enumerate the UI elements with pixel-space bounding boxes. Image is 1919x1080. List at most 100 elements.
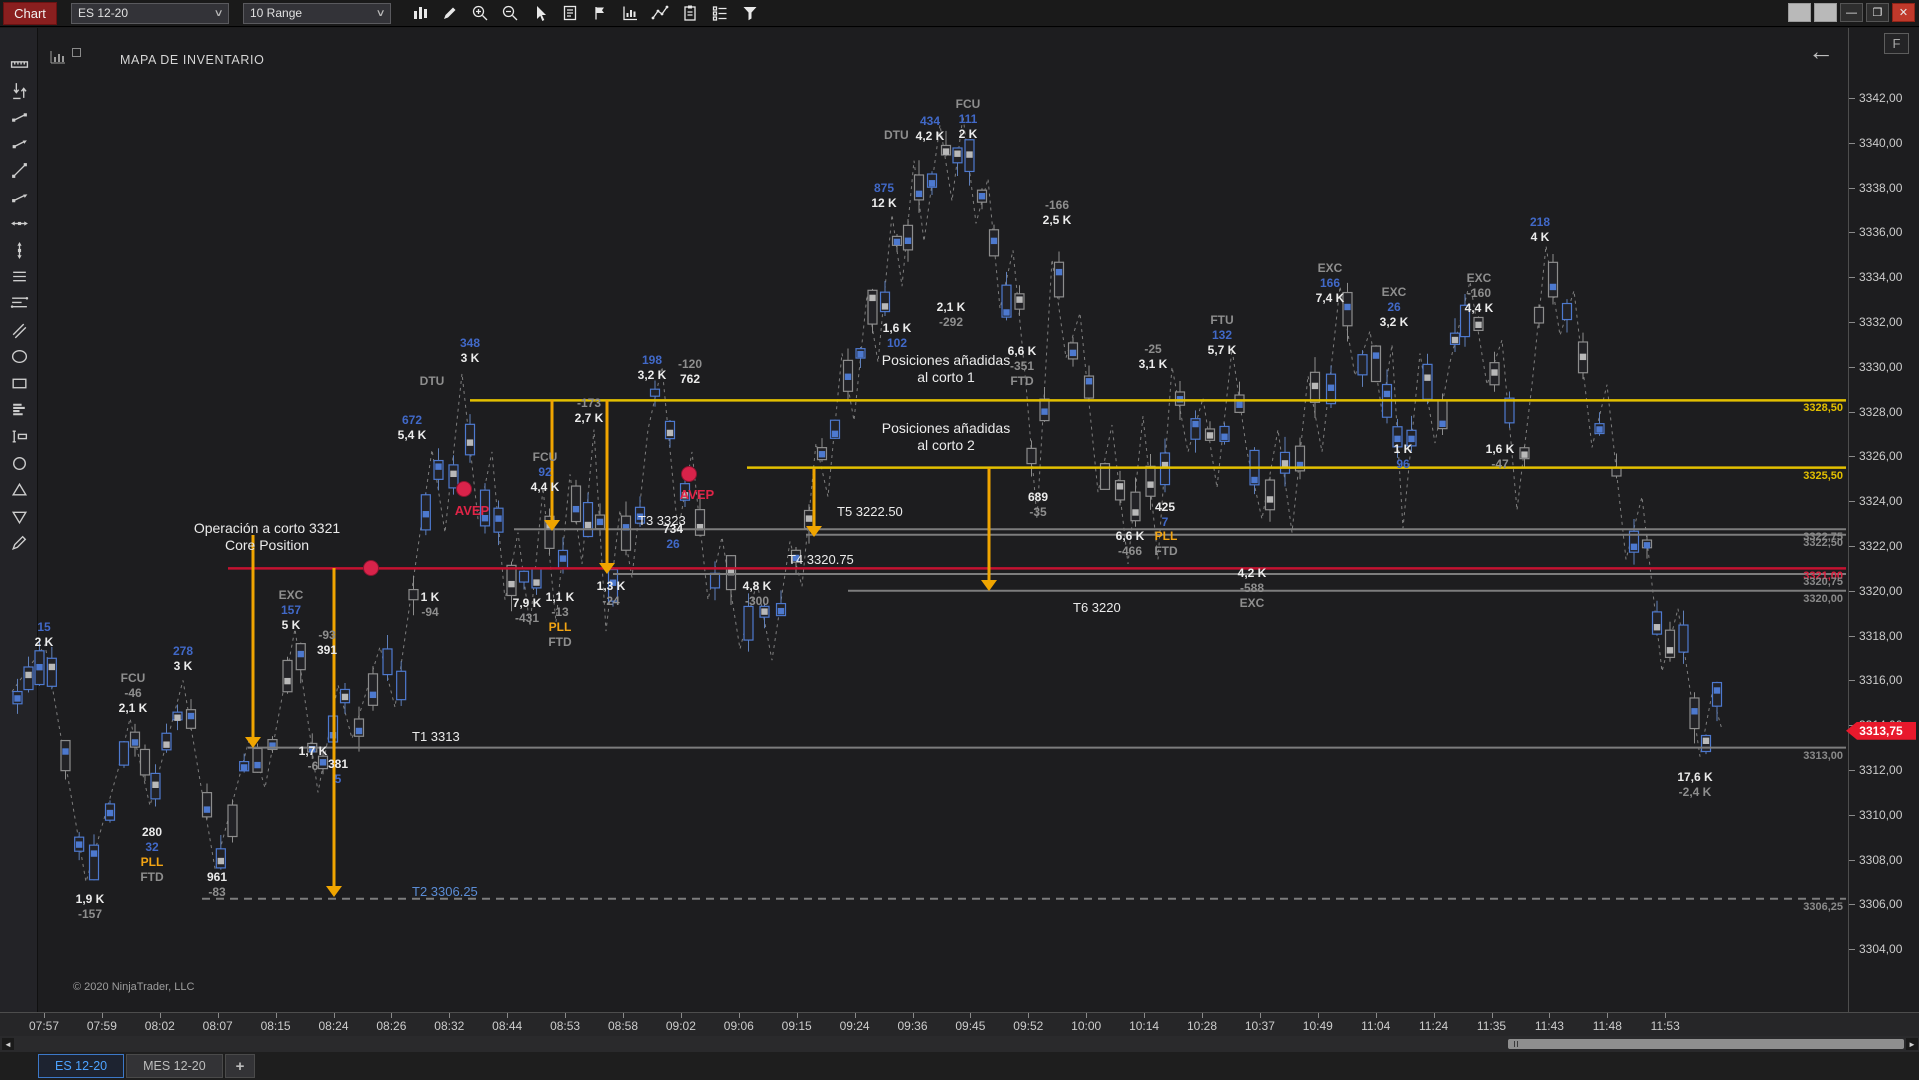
add-tab-button[interactable]: +: [224, 1054, 256, 1078]
minimize-button[interactable]: —: [1840, 3, 1863, 22]
time-tick: [1086, 1013, 1088, 1018]
scroll-left-button[interactable]: ◄: [2, 1038, 14, 1050]
circle-tool-icon[interactable]: [7, 451, 31, 475]
chart-panel[interactable]: MAPA DE INVENTARIO ← © 2020 NinjaTrader,…: [38, 28, 1848, 1012]
time-tick-label: 10:00: [1071, 1019, 1102, 1033]
price-tick-label: 3308,00: [1859, 852, 1903, 867]
time-axis[interactable]: 07:57 07:59 08:02 08:07 08:15 08:24 08:26 08:32…: [0, 1012, 1919, 1036]
price-tick-label: 3334,00: [1859, 270, 1903, 285]
ellipse-tool-icon[interactable]: [7, 345, 31, 369]
arrow-line-tool-icon[interactable]: [7, 132, 31, 156]
volume-region-tool-icon[interactable]: [7, 398, 31, 422]
time-tick: [1549, 1013, 1551, 1018]
cursor-icon[interactable]: [529, 3, 550, 24]
mini-chart-icon[interactable]: [50, 50, 66, 69]
drawing-tools-icon[interactable]: [439, 3, 460, 24]
price-tick: [1849, 232, 1855, 234]
horizontal-lines-tool-icon[interactable]: [7, 265, 31, 289]
panel-handle-icon[interactable]: [72, 48, 81, 57]
diagonal-line-tool-icon[interactable]: [7, 158, 31, 182]
scrollbar-thumb[interactable]: [1508, 1039, 1904, 1049]
price-tick: [1849, 456, 1855, 458]
t4-level-tag: 3320,75: [1803, 576, 1843, 588]
parallel-channel-tool-icon[interactable]: [7, 318, 31, 342]
time-tick-label: 09:52: [1013, 1019, 1044, 1033]
instrument-dropdown[interactable]: ES 12-20 ∨: [71, 2, 229, 24]
tab-mes-12-20[interactable]: MES 12-20: [126, 1054, 223, 1078]
price-tick: [1849, 322, 1855, 323]
zoom-out-icon[interactable]: [499, 3, 520, 24]
price-tick-label: 3318,00: [1859, 628, 1903, 643]
time-tick-label: 11:24: [1419, 1019, 1449, 1033]
time-tick: [101, 1013, 103, 1018]
freehand-draw-tool-icon[interactable]: [7, 531, 31, 555]
price-tick: [1849, 635, 1855, 637]
price-tick-label: 3324,00: [1859, 494, 1903, 509]
price-tick: [1849, 814, 1855, 816]
interval-dropdown[interactable]: 10 Range ∨: [243, 2, 391, 24]
ray-tool-icon[interactable]: [7, 185, 31, 209]
fixed-scale-button[interactable]: F: [1884, 33, 1909, 54]
time-tick-label: 09:06: [723, 1019, 754, 1033]
chevron-down-icon: ∨: [213, 7, 224, 19]
order-list-icon[interactable]: [709, 3, 730, 24]
risk-reward-tool-icon[interactable]: [7, 79, 31, 103]
time-tick: [796, 1013, 798, 1018]
time-tick-label: 08:32: [434, 1019, 465, 1033]
time-tick-label: 09:24: [839, 1019, 870, 1033]
time-tick: [507, 1013, 509, 1018]
yellow-level-2-tag: 3325,50: [1803, 469, 1843, 482]
data-series-icon[interactable]: [559, 3, 580, 24]
back-arrow-icon[interactable]: ←: [1808, 36, 1834, 66]
ruler-tool-icon[interactable]: [7, 52, 31, 76]
price-tick: [1849, 590, 1855, 592]
time-tick-label: 08:26: [376, 1019, 407, 1033]
time-tick: [1202, 1013, 1203, 1018]
instrument-tabs: ES 12-20 MES 12-20 +: [0, 1052, 1919, 1080]
price-tick-label: 3342,00: [1859, 91, 1903, 105]
panel-button-1[interactable]: [1788, 3, 1811, 22]
time-tick-label: 08:15: [260, 1019, 291, 1033]
price-tick-label: 3330,00: [1859, 359, 1903, 374]
time-tick-label: 11:43: [1534, 1019, 1564, 1033]
panel-button-2[interactable]: [1814, 3, 1837, 22]
scroll-right-button[interactable]: ►: [1906, 1038, 1918, 1050]
t6-level-tag: 3320,00: [1803, 592, 1843, 605]
zoom-in-icon[interactable]: [469, 3, 490, 24]
price-axis[interactable]: 3342,00 3340,00 3338,00 3336,00 3334,00 3332,…: [1848, 28, 1919, 1012]
time-tick-label: 11:53: [1650, 1019, 1680, 1033]
time-tick: [275, 1013, 277, 1018]
restore-button[interactable]: ❐: [1866, 3, 1889, 22]
time-tick: [217, 1013, 219, 1018]
line-segment-tool-icon[interactable]: [7, 105, 31, 129]
chart-style-icon[interactable]: [409, 3, 430, 24]
tab-es-12-20[interactable]: ES 12-20: [38, 1054, 125, 1078]
triangle-down-tool-icon[interactable]: [7, 504, 31, 528]
price-tick: [1849, 725, 1855, 727]
window-controls: — ❐ ✕: [1788, 3, 1915, 22]
fibonacci-tool-icon[interactable]: [7, 291, 31, 315]
rectangle-tool-icon[interactable]: [7, 371, 31, 395]
time-tick: [1375, 1013, 1377, 1018]
chart-properties-icon[interactable]: [679, 3, 700, 24]
close-button[interactable]: ✕: [1892, 3, 1915, 22]
time-tick: [1317, 1013, 1319, 1018]
chart-markers-icon[interactable]: [589, 3, 610, 24]
time-tick-label: 07:59: [86, 1019, 117, 1033]
time-tick-label: 09:02: [665, 1019, 696, 1033]
t5-level-tag: 3322,50: [1803, 536, 1843, 549]
price-tick-label: 3312,00: [1859, 763, 1903, 777]
last-price-badge: 3313,75: [1846, 721, 1916, 740]
toolbar-icons: [409, 3, 760, 24]
strategies-icon[interactable]: [649, 3, 670, 24]
indicators-icon[interactable]: [619, 3, 640, 24]
vertical-line-tool-icon[interactable]: [7, 238, 31, 262]
filter-icon[interactable]: [739, 3, 760, 24]
text-note-tool-icon[interactable]: [7, 424, 31, 448]
price-tick: [1849, 904, 1855, 906]
time-tick: [44, 1013, 45, 1018]
extended-line-tool-icon[interactable]: [7, 212, 31, 236]
triangle-up-tool-icon[interactable]: [7, 478, 31, 502]
time-tick-label: 09:15: [781, 1019, 812, 1033]
price-tick-label: 3326,00: [1859, 449, 1903, 464]
